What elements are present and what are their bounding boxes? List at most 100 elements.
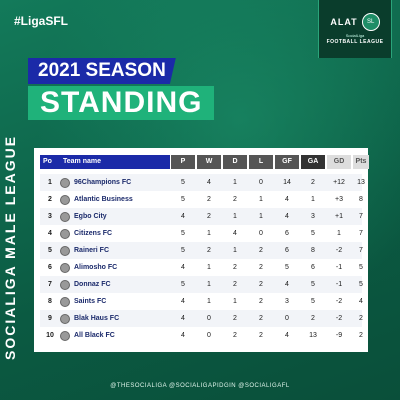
gd-cell: -1: [335, 264, 343, 271]
pts-cell: 5: [359, 264, 363, 271]
l-cell: 1: [259, 196, 263, 203]
pts-cell: 4: [359, 298, 363, 305]
w-cell: 2: [207, 247, 211, 254]
table-body: 1 96Champions FC 5 4 1 0 14 2 +12 13 2 Atlantic Bus…: [40, 174, 365, 344]
po-cell: 10: [46, 332, 54, 339]
l-cell: 2: [259, 264, 263, 271]
l-cell: 1: [259, 213, 263, 220]
d-cell: 1: [233, 247, 237, 254]
gf-cell: 4: [285, 332, 289, 339]
table-row: 7 Donnaz FC 5 1 2 2 4 5 -1 5: [40, 276, 363, 293]
gd-cell: -2: [335, 315, 343, 322]
po-cell: 8: [48, 298, 52, 305]
team-crest-icon: [60, 279, 70, 290]
w-cell: 1: [207, 230, 211, 237]
team-name: Saints FC: [74, 298, 107, 305]
ga-cell: 5: [311, 230, 315, 237]
gf-cell: 6: [285, 230, 289, 237]
team-name: Blak Haus FC: [74, 315, 120, 322]
team-cell: Atlantic Business: [60, 194, 170, 205]
league-logo: ALAT SL SocialLiga FOOTBALL LEAGUE: [318, 0, 392, 58]
po-cell: 6: [48, 264, 52, 271]
header-po: Po: [40, 155, 60, 169]
table-row: 2 Atlantic Business 5 2 2 1 4 1 +3 8: [40, 191, 363, 208]
d-cell: 2: [233, 281, 237, 288]
team-crest-icon: [60, 177, 70, 188]
standing-title: STANDING: [28, 86, 215, 120]
w-cell: 4: [207, 179, 211, 186]
social-handles-footer: @THESOCIALIGA @SOCIALIGAPIDGIN @SOCIALIG…: [110, 383, 290, 389]
pts-cell: 2: [359, 332, 363, 339]
d-cell: 2: [233, 332, 237, 339]
po-cell: 4: [48, 230, 52, 237]
logo-badge-icon: SL: [361, 13, 380, 31]
team-cell: Raineri FC: [60, 245, 170, 256]
w-cell: 2: [207, 213, 211, 220]
gd-cell: 1: [337, 230, 341, 237]
p-cell: 4: [181, 332, 185, 339]
logo-small-text: SocialLiga: [345, 33, 365, 38]
w-cell: 1: [207, 298, 211, 305]
p-cell: 5: [181, 230, 185, 237]
team-cell: Blak Haus FC: [60, 313, 170, 324]
ga-cell: 13: [309, 332, 317, 339]
gd-cell: +3: [335, 196, 343, 203]
pts-cell: 13: [357, 179, 365, 186]
l-cell: 0: [259, 179, 263, 186]
d-cell: 2: [233, 264, 237, 271]
l-cell: 2: [259, 281, 263, 288]
team-name: Egbo City: [74, 213, 107, 220]
po-cell: 2: [48, 196, 52, 203]
team-name: All Black FC: [74, 332, 115, 339]
team-cell: 96Champions FC: [60, 177, 170, 188]
pts-cell: 7: [359, 230, 363, 237]
team-crest-icon: [60, 313, 70, 324]
team-name: Alimosho FC: [74, 264, 118, 271]
w-cell: 1: [207, 264, 211, 271]
d-cell: 2: [233, 196, 237, 203]
gf-cell: 5: [285, 264, 289, 271]
team-cell: Alimosho FC: [60, 262, 170, 273]
ga-cell: 6: [311, 264, 315, 271]
gf-cell: 6: [285, 247, 289, 254]
table-header-row: Po Team name P W D L GF GA GD Pts: [40, 154, 369, 170]
header-gf: GF: [275, 155, 299, 169]
pts-cell: 8: [359, 196, 363, 203]
po-cell: 1: [48, 179, 52, 186]
p-cell: 5: [181, 281, 185, 288]
team-name: Citizens FC: [74, 230, 113, 237]
team-name: 96Champions FC: [74, 179, 132, 186]
d-cell: 4: [233, 230, 237, 237]
header-ga: GA: [301, 155, 325, 169]
team-crest-icon: [60, 330, 70, 341]
table-row: 6 Alimosho FC 4 1 2 2 5 6 -1 5: [40, 259, 363, 276]
pts-cell: 7: [359, 247, 363, 254]
pts-cell: 7: [359, 213, 363, 220]
header-p: P: [171, 155, 195, 169]
gf-cell: 4: [285, 281, 289, 288]
ga-cell: 2: [311, 315, 315, 322]
gd-cell: -2: [335, 247, 343, 254]
gf-cell: 0: [285, 315, 289, 322]
table-row: 5 Raineri FC 5 2 1 2 6 8 -2 7: [40, 242, 363, 259]
p-cell: 5: [181, 247, 185, 254]
w-cell: 2: [207, 196, 211, 203]
team-name: Donnaz FC: [74, 281, 111, 288]
w-cell: 0: [207, 315, 211, 322]
l-cell: 0: [259, 230, 263, 237]
w-cell: 1: [207, 281, 211, 288]
w-cell: 0: [207, 332, 211, 339]
l-cell: 2: [259, 298, 263, 305]
team-name: Raineri FC: [74, 247, 110, 254]
l-cell: 2: [259, 315, 263, 322]
l-cell: 2: [259, 332, 263, 339]
team-cell: Saints FC: [60, 296, 170, 307]
p-cell: 4: [181, 298, 185, 305]
ga-cell: 8: [311, 247, 315, 254]
team-cell: Citizens FC: [60, 228, 170, 239]
gd-cell: +1: [335, 213, 343, 220]
standings-table: Po Team name P W D L GF GA GD Pts 1 96Cha…: [34, 148, 369, 352]
team-cell: All Black FC: [60, 330, 170, 341]
header-w: W: [197, 155, 221, 169]
d-cell: 1: [233, 179, 237, 186]
